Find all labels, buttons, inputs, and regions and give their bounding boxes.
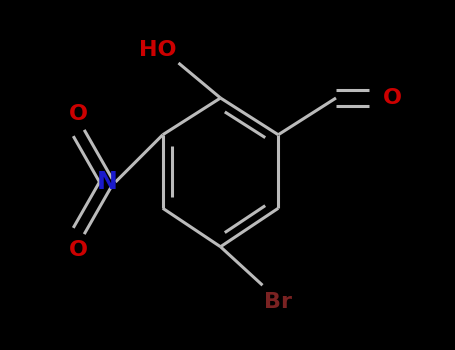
- Text: O: O: [69, 240, 88, 260]
- Text: HO: HO: [139, 40, 177, 60]
- Text: O: O: [383, 88, 402, 108]
- Text: N: N: [96, 170, 117, 194]
- Text: Br: Br: [264, 292, 292, 312]
- Text: O: O: [69, 104, 88, 124]
